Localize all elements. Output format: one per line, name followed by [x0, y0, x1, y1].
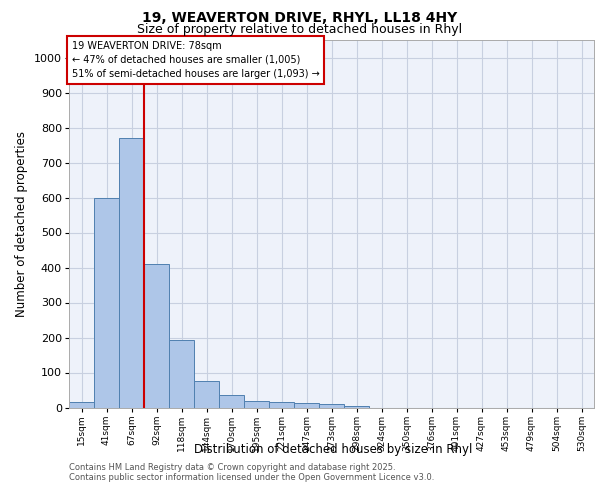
Text: Contains HM Land Registry data © Crown copyright and database right 2025.: Contains HM Land Registry data © Crown c…	[69, 462, 395, 471]
Text: 19 WEAVERTON DRIVE: 78sqm
← 47% of detached houses are smaller (1,005)
51% of se: 19 WEAVERTON DRIVE: 78sqm ← 47% of detac…	[71, 40, 319, 78]
Bar	[169, 340, 194, 407]
Bar	[194, 381, 219, 407]
Bar	[144, 264, 169, 408]
Bar	[269, 402, 294, 407]
Bar	[319, 404, 344, 407]
Text: Size of property relative to detached houses in Rhyl: Size of property relative to detached ho…	[137, 22, 463, 36]
Bar	[219, 394, 244, 407]
Text: 19, WEAVERTON DRIVE, RHYL, LL18 4HY: 19, WEAVERTON DRIVE, RHYL, LL18 4HY	[142, 11, 458, 25]
Bar	[69, 402, 94, 407]
Y-axis label: Number of detached properties: Number of detached properties	[16, 130, 29, 317]
Text: Contains public sector information licensed under the Open Government Licence v3: Contains public sector information licen…	[69, 472, 434, 482]
Text: Distribution of detached houses by size in Rhyl: Distribution of detached houses by size …	[194, 442, 472, 456]
Bar	[244, 401, 269, 407]
Bar	[344, 406, 369, 407]
Bar	[94, 198, 119, 408]
Bar	[294, 404, 319, 407]
Bar	[119, 138, 144, 407]
